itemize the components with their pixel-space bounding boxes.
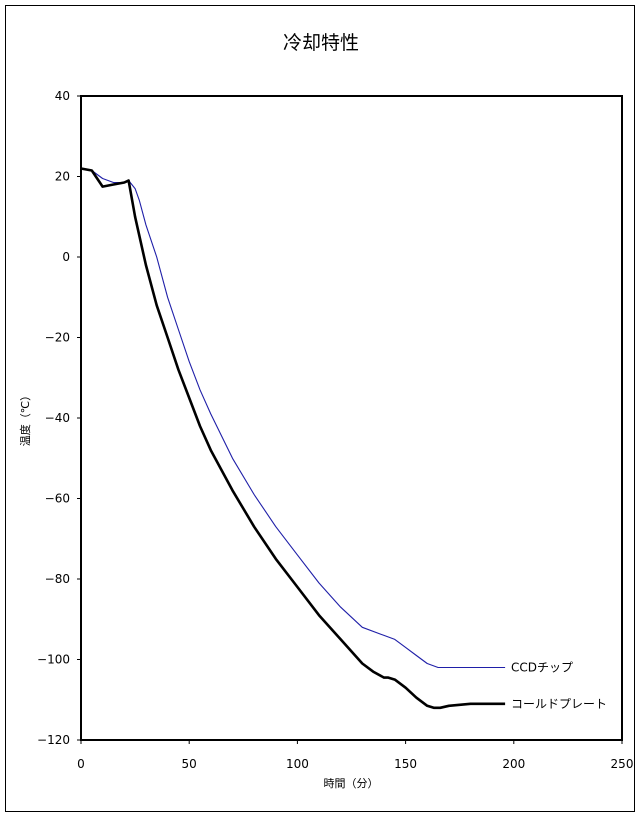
x-tick-label: 200 xyxy=(502,757,525,771)
x-tick-label: 150 xyxy=(394,757,417,771)
y-tick-label: −20 xyxy=(45,331,70,345)
x-axis-ticks: 0 50 100 150 200 250 xyxy=(77,740,633,771)
series-label-1: CCDチップ xyxy=(511,661,573,675)
x-tick-label: 50 xyxy=(182,757,197,771)
series-line-2 xyxy=(80,167,506,710)
series-layer xyxy=(80,167,506,710)
x-tick-label: 0 xyxy=(77,757,85,771)
y-axis-title: 温度（℃） xyxy=(18,390,32,446)
y-tick-label: 0 xyxy=(62,250,70,264)
series-label-2: コールドプレート xyxy=(511,697,607,711)
y-axis-ticks: 40 20 0 −20 −40 −60 −80 −100 −120 xyxy=(37,89,81,747)
plot-area xyxy=(80,95,623,741)
y-tick-label: −40 xyxy=(45,411,70,425)
y-tick-label: −100 xyxy=(37,653,70,667)
x-tick-label: 250 xyxy=(611,757,634,771)
chart-title: 冷却特性 xyxy=(283,32,359,54)
y-tick-label: −120 xyxy=(37,733,70,747)
y-tick-label: 40 xyxy=(55,89,70,103)
y-tick-label: 20 xyxy=(55,170,70,184)
x-axis-title: 時間（分） xyxy=(324,777,379,790)
chart-frame xyxy=(5,5,635,812)
y-tick-label: −60 xyxy=(45,492,70,506)
y-tick-label: −80 xyxy=(45,572,70,586)
x-tick-label: 100 xyxy=(286,757,309,771)
